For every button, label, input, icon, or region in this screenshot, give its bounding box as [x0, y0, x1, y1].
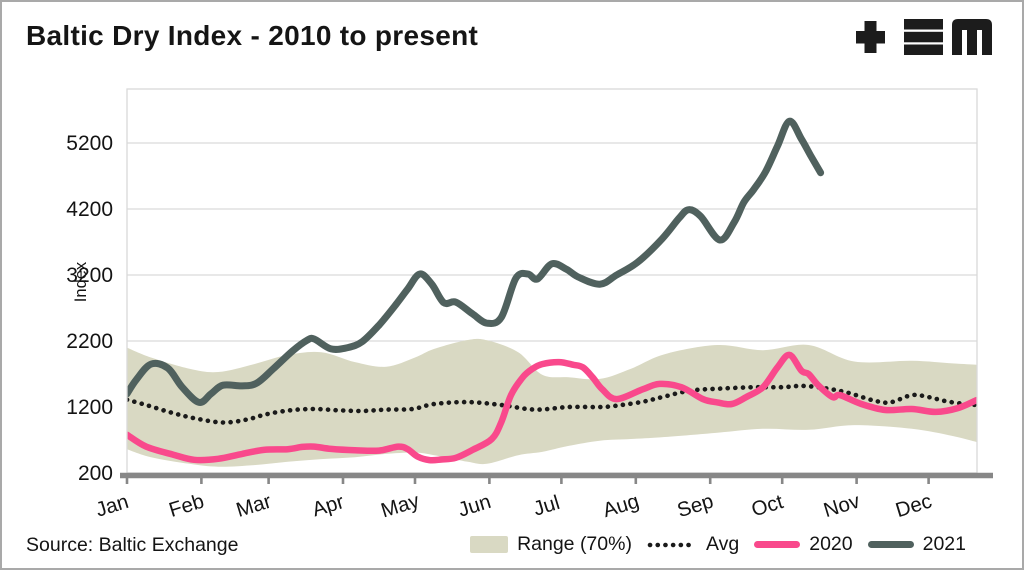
- tem-logo: [856, 19, 996, 55]
- y-tick-label-4200: 4200: [66, 198, 113, 221]
- legend-range-label: Range (70%): [517, 533, 632, 555]
- series-group: [127, 117, 977, 467]
- avg-dotted-swatch: [647, 542, 697, 547]
- legend-2020-label: 2020: [809, 533, 853, 555]
- x-tick-label-sep: Sep: [674, 489, 716, 522]
- x-tick-label-dec: Dec: [893, 489, 935, 522]
- x-tick-label-jun: Jun: [455, 490, 493, 522]
- chart-plot-area: Jan Feb Mar Apr May Jun Jul Aug Sep Oct Nov Dec 200 1…: [66, 88, 993, 523]
- y-tick-label-5200: 5200: [66, 132, 113, 155]
- legend-item-2020: 2020: [754, 533, 853, 556]
- x-tick-label-aug: Aug: [600, 489, 642, 522]
- x-tick-label-may: May: [378, 489, 422, 523]
- y-tick-label-200: 200: [78, 462, 113, 485]
- range-band-swatch: [470, 536, 509, 553]
- legend-avg-label: Avg: [705, 533, 740, 555]
- chart-legend: Range (70%) Avg 2020 2021: [470, 533, 966, 556]
- m-icon: [952, 19, 992, 55]
- series-avg-line: [127, 383, 977, 425]
- triple-bar-icon: [904, 19, 943, 55]
- y-tick-label-1200: 1200: [66, 396, 113, 419]
- y-tick-label-3200: 3200: [66, 264, 113, 287]
- x-tick-label-apr: Apr: [309, 490, 346, 521]
- y-axis-title: Index: [72, 261, 90, 302]
- legend-item-range: Range (70%): [470, 533, 632, 556]
- legend-item-2021: 2021: [867, 533, 966, 556]
- x-tick-label-nov: Nov: [821, 489, 863, 522]
- x-tick-label-feb: Feb: [166, 490, 207, 522]
- tem-logo-svg: [856, 19, 992, 55]
- x-tick-label-mar: Mar: [233, 490, 274, 522]
- legend-2021-label: 2021: [922, 533, 966, 555]
- legend-item-avg: Avg: [647, 533, 739, 556]
- x-tick-label-oct: Oct: [749, 490, 787, 521]
- line-2020-swatch: [754, 541, 801, 548]
- line-2021-swatch: [867, 541, 914, 548]
- series-2020-line: [127, 351, 977, 464]
- series-2021-line: [127, 117, 825, 406]
- source-note: Source: Baltic Exchange: [26, 534, 239, 556]
- range-band-area: [127, 338, 977, 467]
- plus-icon: [856, 21, 885, 53]
- x-tick-label-jan: Jan: [93, 490, 131, 522]
- chart-title: Baltic Dry Index - 2010 to present: [26, 20, 479, 51]
- x-tick-label-jul: Jul: [531, 491, 563, 521]
- y-tick-label-2200: 2200: [66, 330, 113, 353]
